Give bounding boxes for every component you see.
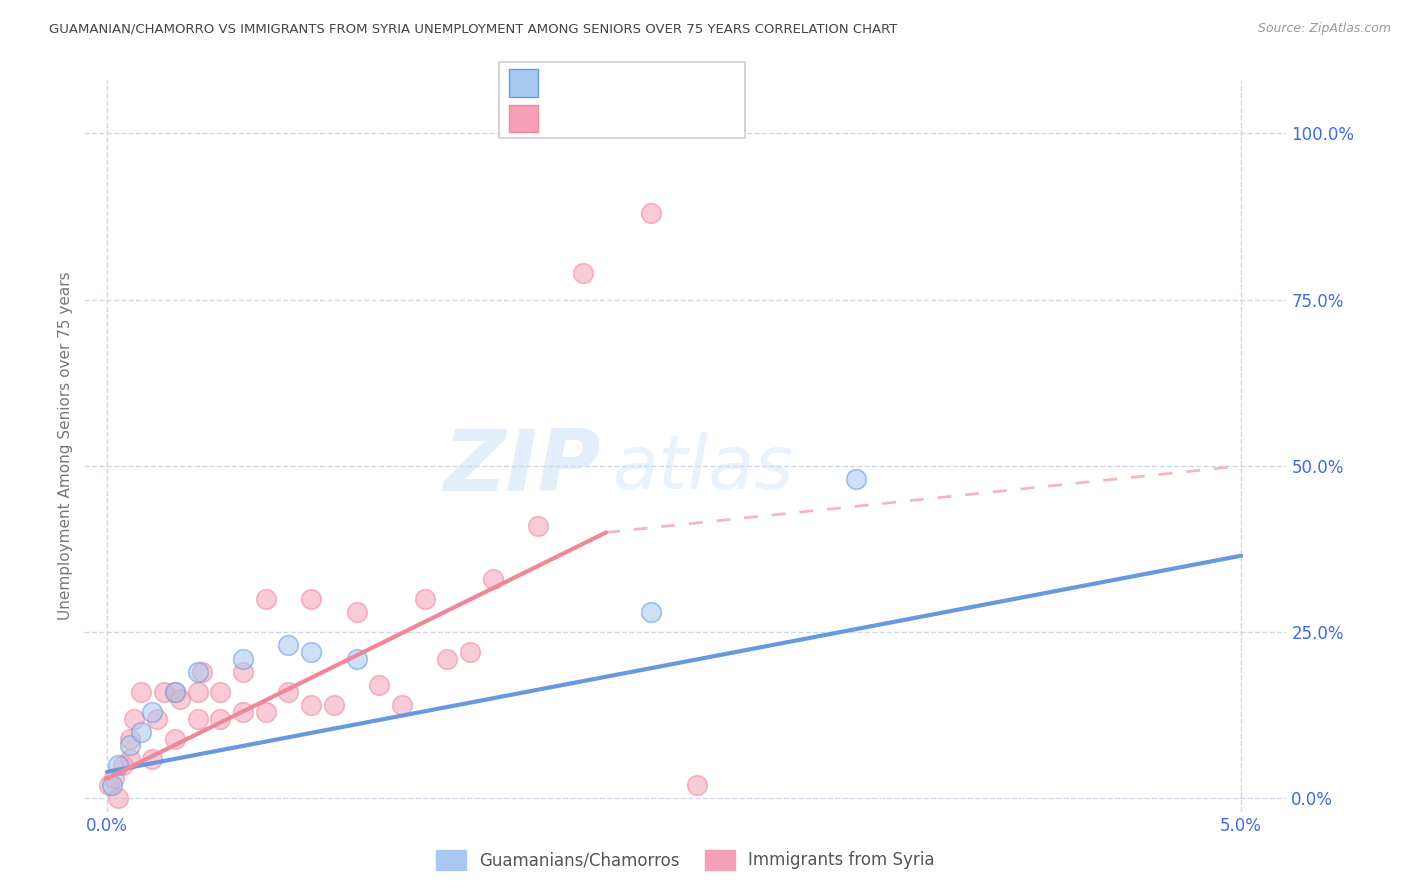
Point — [118, 751, 141, 765]
Point — [187, 685, 209, 699]
Point — [209, 712, 232, 726]
Point — [640, 206, 662, 220]
Point — [141, 751, 163, 765]
Y-axis label: Unemployment Among Seniors over 75 years: Unemployment Among Seniors over 75 years — [58, 272, 73, 620]
Point — [346, 605, 368, 619]
Point — [107, 758, 129, 772]
Text: GUAMANIAN/CHAMORRO VS IMMIGRANTS FROM SYRIA UNEMPLOYMENT AMONG SENIORS OVER 75 Y: GUAMANIAN/CHAMORRO VS IMMIGRANTS FROM SY… — [49, 22, 897, 36]
Point — [254, 591, 277, 606]
Point — [209, 685, 232, 699]
Point — [481, 572, 503, 586]
Point — [169, 691, 191, 706]
Point — [458, 645, 481, 659]
Point — [100, 778, 122, 792]
Point — [129, 685, 152, 699]
Text: ZIP: ZIP — [444, 426, 602, 509]
Point — [299, 591, 322, 606]
Point — [232, 665, 254, 679]
Legend: Guamanians/Chamorros, Immigrants from Syria: Guamanians/Chamorros, Immigrants from Sy… — [429, 843, 942, 877]
Point — [232, 652, 254, 666]
Point — [122, 712, 145, 726]
Point — [129, 725, 152, 739]
Text: R = 0.346   N = 38: R = 0.346 N = 38 — [548, 110, 733, 128]
Point — [277, 685, 299, 699]
Point — [111, 758, 134, 772]
FancyBboxPatch shape — [499, 62, 745, 138]
Point — [299, 645, 322, 659]
Point — [322, 698, 344, 713]
Point — [640, 605, 662, 619]
Point — [232, 705, 254, 719]
Point — [299, 698, 322, 713]
Point — [572, 266, 595, 280]
Point — [254, 705, 277, 719]
Point — [103, 772, 125, 786]
Point — [391, 698, 413, 713]
Point — [187, 665, 209, 679]
Point — [141, 705, 163, 719]
Point — [686, 778, 709, 792]
Point — [187, 712, 209, 726]
Point — [368, 678, 391, 692]
Text: atlas: atlas — [613, 432, 794, 504]
Bar — [509, 105, 538, 132]
Point — [165, 685, 187, 699]
Point — [277, 639, 299, 653]
Text: Source: ZipAtlas.com: Source: ZipAtlas.com — [1258, 22, 1392, 36]
Bar — [509, 70, 538, 96]
Point — [436, 652, 458, 666]
Point — [118, 731, 141, 746]
Point — [844, 472, 866, 486]
Point — [98, 778, 121, 792]
Point — [107, 791, 129, 805]
Point — [191, 665, 214, 679]
Point — [527, 518, 550, 533]
Point — [346, 652, 368, 666]
Point — [152, 685, 174, 699]
Point — [165, 685, 187, 699]
Point — [146, 712, 169, 726]
Text: R = 0.609   N = 13: R = 0.609 N = 13 — [548, 74, 733, 92]
Point — [165, 731, 187, 746]
Point — [118, 738, 141, 752]
Point — [413, 591, 436, 606]
